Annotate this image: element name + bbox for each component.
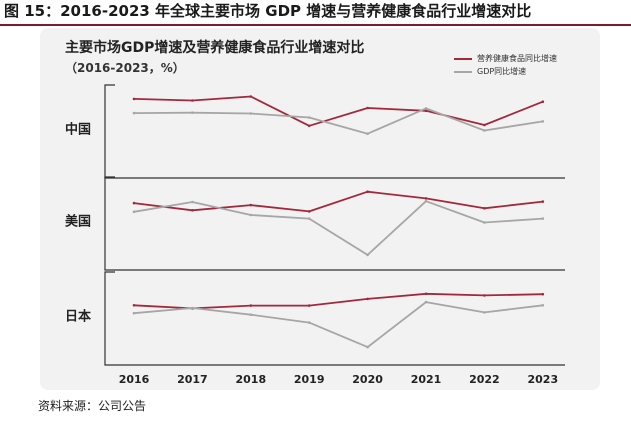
data-point-gdp-panel-0-2020 [366,132,369,135]
data-point-health-food-panel-2-2022 [483,294,486,297]
panel-axis-2 [104,271,565,366]
series-line-health-food-panel-0 [133,95,544,127]
panel-label-2: 日本 [65,309,91,325]
data-point-gdp-panel-0-2017 [191,111,194,114]
legend-swatch-gdp [454,70,472,73]
data-point-gdp-panel-1-2019 [307,217,311,220]
data-point-gdp-panel-2-2020 [366,345,369,349]
data-point-gdp-panel-0-2016 [132,111,136,115]
data-point-gdp-panel-2-2016 [132,311,136,315]
series-line-gdp-panel-0 [133,107,543,135]
series-line-health-food-panel-2 [133,292,543,310]
data-point-gdp-panel-1-2023 [541,217,545,220]
data-point-gdp-panel-2-2022 [483,311,486,314]
data-point-health-food-panel-2-2020 [366,297,369,301]
data-point-gdp-panel-2-2023 [541,304,545,307]
panel-label-0: 中国 [65,122,91,138]
data-point-health-food-panel-0-2022 [483,123,486,127]
legend-label-gdp: GDP同比增速 [477,67,527,76]
data-point-gdp-panel-1-2021 [424,199,428,203]
x-tick-label-2016: 2016 [119,373,150,386]
x-tick-label-2020: 2020 [352,373,383,386]
chart-panel [40,28,600,390]
data-point-health-food-panel-0-2023 [541,100,545,103]
source-note: 资料来源：公司公告 [38,399,147,413]
data-point-gdp-panel-2-2017 [191,306,194,310]
data-point-health-food-panel-0-2017 [191,99,194,102]
data-point-health-food-panel-1-2018 [249,203,253,207]
data-point-health-food-panel-1-2021 [424,197,428,200]
chart-legend: 营养健康食品同比增速 GDP同比增速 [454,52,557,78]
data-point-gdp-panel-1-2016 [132,210,136,214]
chart-subtitle: （2016-2023，%） [65,61,185,75]
panel-label-1: 美国 [65,214,91,230]
data-point-health-food-panel-2-2019 [307,304,311,307]
data-point-gdp-panel-1-2020 [366,253,369,257]
data-point-gdp-panel-0-2021 [424,107,428,110]
data-point-gdp-panel-2-2018 [249,313,253,317]
data-point-gdp-panel-1-2018 [249,213,253,217]
legend-swatch-health-food [454,57,472,60]
x-tick-label-2017: 2017 [177,373,208,386]
data-point-health-food-panel-0-2021 [424,109,428,113]
data-point-health-food-panel-1-2022 [483,207,486,210]
data-point-health-food-panel-0-2018 [249,95,253,98]
data-point-health-food-panel-0-2019 [307,124,311,128]
series-line-gdp-panel-1 [133,200,543,256]
data-point-health-food-panel-1-2020 [366,190,369,193]
data-point-health-food-panel-1-2023 [541,200,545,203]
data-point-gdp-panel-2-2019 [307,321,311,324]
series-line-health-food-panel-1 [133,190,543,213]
data-point-gdp-panel-0-2023 [541,120,545,123]
x-tick-label-2018: 2018 [235,373,266,386]
data-point-gdp-panel-0-2022 [483,129,486,132]
data-point-health-food-panel-1-2019 [307,210,311,213]
series-line-gdp-panel-2 [133,301,543,349]
data-point-gdp-panel-2-2021 [424,300,428,304]
x-tick-label-2023: 2023 [527,373,558,386]
x-tick-label-2021: 2021 [411,373,442,386]
data-point-health-food-panel-1-2017 [191,209,194,212]
data-point-gdp-panel-1-2017 [191,200,194,204]
x-tick-label-2022: 2022 [469,373,500,386]
data-point-health-food-panel-2-2021 [424,292,428,296]
panel-axis-0 [104,84,565,179]
data-point-health-food-panel-2-2018 [249,304,253,307]
panel-axis-1 [104,176,565,271]
data-point-health-food-panel-2-2016 [132,304,136,307]
data-point-gdp-panel-1-2022 [483,221,486,224]
data-point-gdp-panel-0-2019 [307,116,311,119]
data-point-health-food-panel-2-2023 [541,292,545,296]
data-point-health-food-panel-0-2020 [366,106,369,110]
data-point-gdp-panel-0-2018 [249,112,253,115]
x-tick-label-2019: 2019 [294,373,325,386]
data-point-health-food-panel-0-2016 [132,97,136,101]
legend-item-health-food: 营养健康食品同比增速 [454,52,557,65]
legend-item-gdp: GDP同比增速 [454,65,557,78]
chart-title: 主要市场GDP增速及营养健康食品行业增速对比 [65,40,365,56]
data-point-health-food-panel-1-2016 [132,201,136,205]
legend-label-health-food: 营养健康食品同比增速 [477,54,557,63]
figure-title: 图 15：2016-2023 年全球主要市场 GDP 增速与营养健康食品行业增速… [0,0,631,26]
